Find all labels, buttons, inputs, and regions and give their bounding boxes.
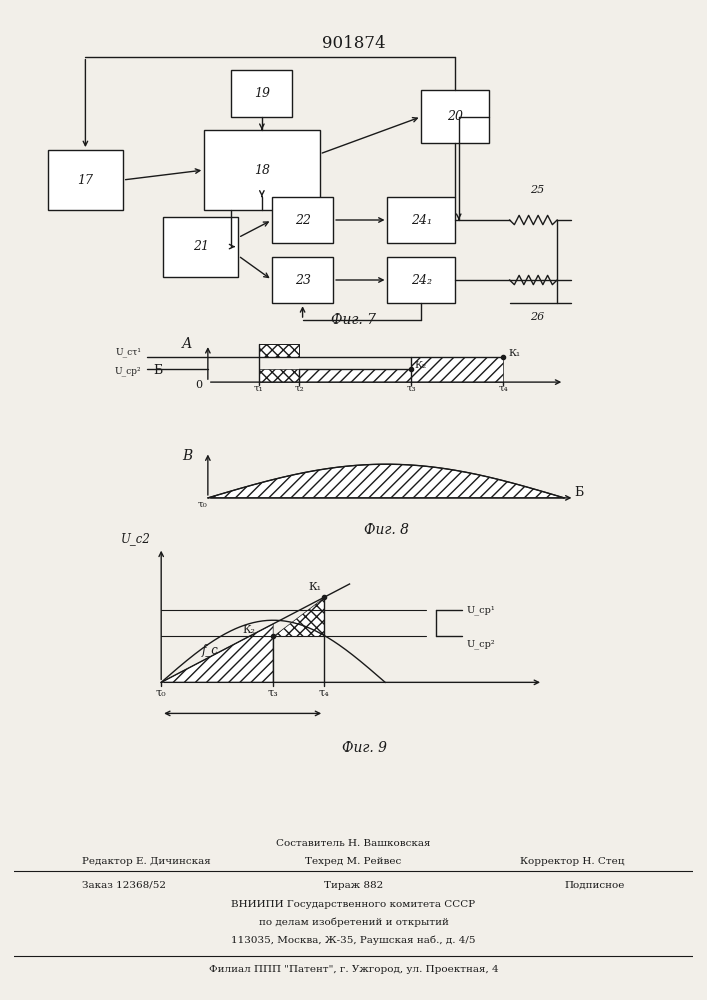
Text: Заказ 12368/52: Заказ 12368/52 xyxy=(82,881,166,890)
Text: 18: 18 xyxy=(254,163,270,176)
Text: Редактор Е. Дичинская: Редактор Е. Дичинская xyxy=(82,856,211,865)
Text: 21: 21 xyxy=(193,240,209,253)
Text: по делам изобретений и открытий: по делам изобретений и открытий xyxy=(259,918,448,927)
Text: U_ср²: U_ср² xyxy=(467,639,495,649)
Text: U_ср²: U_ср² xyxy=(115,367,141,376)
Text: f_с: f_с xyxy=(202,644,218,657)
Text: 23: 23 xyxy=(295,273,310,286)
Text: 24₂: 24₂ xyxy=(411,273,432,286)
Bar xyxy=(231,70,293,117)
Text: τ₀: τ₀ xyxy=(198,499,208,508)
Text: Б: Б xyxy=(153,364,162,377)
Text: Тираж 882: Тираж 882 xyxy=(324,881,383,890)
Text: τ₃: τ₃ xyxy=(268,687,279,697)
Text: Фиг. 9: Фиг. 9 xyxy=(342,741,387,755)
Text: 24₁: 24₁ xyxy=(411,214,432,227)
Text: τ₄: τ₄ xyxy=(319,687,329,697)
Text: U_ср¹: U_ср¹ xyxy=(467,605,496,615)
Text: 20: 20 xyxy=(448,110,463,123)
Text: Б: Б xyxy=(574,486,583,499)
Bar xyxy=(421,90,489,143)
Text: К₂: К₂ xyxy=(243,625,256,635)
Text: ВНИИПИ Государственного комитета СССР: ВНИИПИ Государственного комитета СССР xyxy=(231,900,476,909)
Text: Фиг. 7: Фиг. 7 xyxy=(331,313,376,327)
Text: 113035, Москва, Ж-35, Раушская наб., д. 4/5: 113035, Москва, Ж-35, Раушская наб., д. … xyxy=(231,935,476,945)
Text: Корректор Н. Стец: Корректор Н. Стец xyxy=(520,856,625,865)
Text: А: А xyxy=(182,337,192,351)
Bar xyxy=(387,257,455,303)
Text: К₁: К₁ xyxy=(309,582,322,592)
Bar xyxy=(48,150,123,210)
Text: 17: 17 xyxy=(77,174,93,186)
Text: U_с2: U_с2 xyxy=(121,533,151,546)
Text: К₂: К₂ xyxy=(414,361,426,370)
Bar xyxy=(163,217,238,277)
Bar xyxy=(272,197,333,243)
Text: τ₄: τ₄ xyxy=(498,384,508,393)
Text: Подписное: Подписное xyxy=(565,881,625,890)
Text: Филиал ППП "Патент", г. Ужгород, ул. Проектная, 4: Филиал ППП "Патент", г. Ужгород, ул. Про… xyxy=(209,965,498,974)
Text: τ₂: τ₂ xyxy=(295,384,304,393)
Text: 22: 22 xyxy=(295,214,310,227)
Text: Фиг. 8: Фиг. 8 xyxy=(363,523,409,537)
Text: U_сτ¹: U_сτ¹ xyxy=(116,348,141,357)
Text: 25: 25 xyxy=(530,185,544,195)
Text: 0: 0 xyxy=(196,380,203,390)
Text: 19: 19 xyxy=(254,87,270,100)
Text: τ₀: τ₀ xyxy=(156,687,167,697)
Text: Составитель Н. Вашковская: Составитель Н. Вашковская xyxy=(276,839,431,848)
Bar xyxy=(204,130,320,210)
Text: К₁: К₁ xyxy=(508,349,520,358)
Text: 26: 26 xyxy=(530,312,544,322)
Bar xyxy=(272,257,333,303)
Text: τ₃: τ₃ xyxy=(407,384,416,393)
Text: 901874: 901874 xyxy=(322,34,385,51)
Text: В: В xyxy=(182,449,192,463)
Bar xyxy=(387,197,455,243)
Text: τ₁: τ₁ xyxy=(254,384,264,393)
Text: Техред М. Рейвес: Техред М. Рейвес xyxy=(305,856,402,865)
